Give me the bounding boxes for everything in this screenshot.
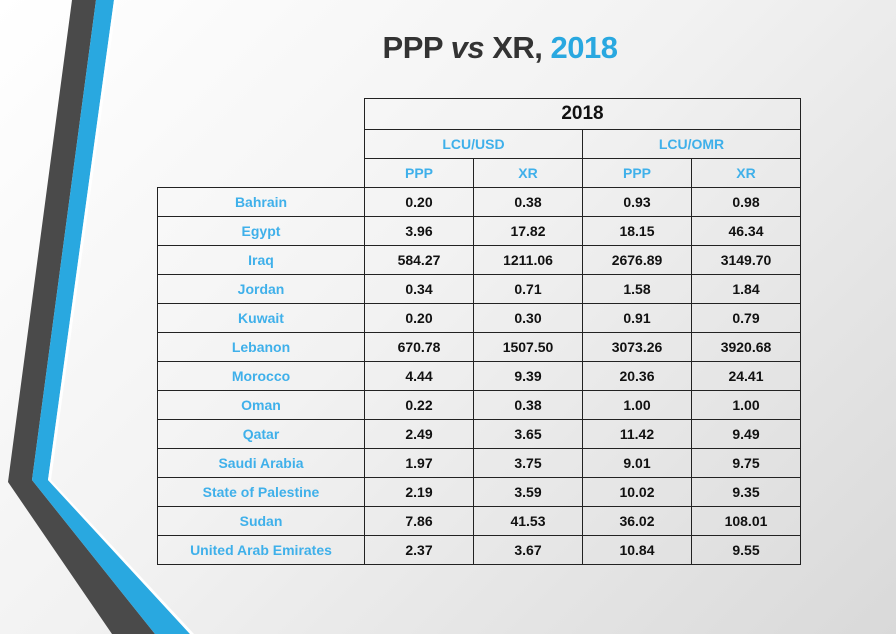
value-cell: 10.84 — [582, 535, 692, 565]
empty-corner — [158, 130, 365, 159]
value-cell: 11.42 — [582, 419, 692, 449]
table-row: Qatar 2.49 3.65 11.42 9.49 — [157, 419, 801, 449]
country-cell: State of Palestine — [157, 477, 365, 507]
value-cell: 1507.50 — [473, 332, 583, 362]
value-cell: 1.00 — [582, 390, 692, 420]
value-cell: 3.96 — [364, 216, 474, 246]
value-cell: 3.67 — [473, 535, 583, 565]
value-cell: 0.20 — [364, 187, 474, 217]
value-cell: 2676.89 — [582, 245, 692, 275]
table-row: Saudi Arabia 1.97 3.75 9.01 9.75 — [157, 448, 801, 478]
value-cell: 3073.26 — [582, 332, 692, 362]
value-cell: 3.75 — [473, 448, 583, 478]
country-cell: Jordan — [157, 274, 365, 304]
value-cell: 24.41 — [691, 361, 801, 391]
country-cell: Sudan — [157, 506, 365, 536]
table-row: Morocco 4.44 9.39 20.36 24.41 — [157, 361, 801, 391]
blue-stripe — [32, 0, 190, 634]
value-cell: 0.20 — [364, 303, 474, 333]
value-cell: 9.49 — [691, 419, 801, 449]
value-cell: 1.00 — [691, 390, 801, 420]
value-cell: 46.34 — [691, 216, 801, 246]
title-year: 2018 — [550, 30, 618, 65]
value-cell: 584.27 — [364, 245, 474, 275]
group-header-lcu-usd: LCU/USD — [364, 129, 583, 159]
country-cell: Saudi Arabia — [157, 448, 365, 478]
value-cell: 4.44 — [364, 361, 474, 391]
country-cell: Bahrain — [157, 187, 365, 217]
value-cell: 9.01 — [582, 448, 692, 478]
value-cell: 2.49 — [364, 419, 474, 449]
value-cell: 2.19 — [364, 477, 474, 507]
value-cell: 1211.06 — [473, 245, 583, 275]
value-cell: 3149.70 — [691, 245, 801, 275]
value-cell: 20.36 — [582, 361, 692, 391]
title-xr: XR, — [484, 30, 551, 65]
value-cell: 3.59 — [473, 477, 583, 507]
value-cell: 9.75 — [691, 448, 801, 478]
group-header-lcu-omr: LCU/OMR — [582, 129, 801, 159]
country-cell: Egypt — [157, 216, 365, 246]
table-row: State of Palestine 2.19 3.59 10.02 9.35 — [157, 477, 801, 507]
value-cell: 10.02 — [582, 477, 692, 507]
value-cell: 0.34 — [364, 274, 474, 304]
table-row: Oman 0.22 0.38 1.00 1.00 — [157, 390, 801, 420]
value-cell: 0.93 — [582, 187, 692, 217]
country-cell: Lebanon — [157, 332, 365, 362]
value-cell: 0.38 — [473, 390, 583, 420]
value-cell: 0.98 — [691, 187, 801, 217]
subheader-usd-xr: XR — [473, 158, 583, 188]
value-cell: 1.97 — [364, 448, 474, 478]
subheader-usd-ppp: PPP — [364, 158, 474, 188]
table-row: United Arab Emirates 2.37 3.67 10.84 9.55 — [157, 535, 801, 565]
value-cell: 3.65 — [473, 419, 583, 449]
value-cell: 0.91 — [582, 303, 692, 333]
title-ppp: PPP — [382, 30, 451, 65]
slide-title: PPP vs XR, 2018 — [330, 30, 670, 66]
value-cell: 3920.68 — [691, 332, 801, 362]
country-cell: Qatar — [157, 419, 365, 449]
value-cell: 18.15 — [582, 216, 692, 246]
table-row: Bahrain 0.20 0.38 0.93 0.98 — [157, 187, 801, 217]
value-cell: 2.37 — [364, 535, 474, 565]
table-row: Egypt 3.96 17.82 18.15 46.34 — [157, 216, 801, 246]
country-cell: Morocco — [157, 361, 365, 391]
empty-corner — [158, 159, 365, 188]
table-row: Sudan 7.86 41.53 36.02 108.01 — [157, 506, 801, 536]
value-cell: 0.38 — [473, 187, 583, 217]
value-cell: 108.01 — [691, 506, 801, 536]
value-cell: 7.86 — [364, 506, 474, 536]
value-cell: 17.82 — [473, 216, 583, 246]
value-cell: 1.84 — [691, 274, 801, 304]
value-cell: 9.35 — [691, 477, 801, 507]
subheader-omr-ppp: PPP — [582, 158, 692, 188]
value-cell: 41.53 — [473, 506, 583, 536]
table-row: Jordan 0.34 0.71 1.58 1.84 — [157, 274, 801, 304]
table-row: Lebanon 670.78 1507.50 3073.26 3920.68 — [157, 332, 801, 362]
country-cell: Kuwait — [157, 303, 365, 333]
value-cell: 9.55 — [691, 535, 801, 565]
value-cell: 0.71 — [473, 274, 583, 304]
country-cell: Oman — [157, 390, 365, 420]
country-cell: Iraq — [157, 245, 365, 275]
value-cell: 0.30 — [473, 303, 583, 333]
subheader-omr-xr: XR — [691, 158, 801, 188]
table-row: Kuwait 0.20 0.30 0.91 0.79 — [157, 303, 801, 333]
dark-stripe — [8, 0, 155, 634]
year-header: 2018 — [364, 98, 801, 130]
empty-corner — [158, 99, 365, 130]
ppp-xr-table: 2018 LCU/USD LCU/OMR PPP XR PPP XR Bahra… — [157, 98, 801, 565]
value-cell: 36.02 — [582, 506, 692, 536]
table-row: Iraq 584.27 1211.06 2676.89 3149.70 — [157, 245, 801, 275]
title-vs: vs — [450, 30, 485, 65]
value-cell: 670.78 — [364, 332, 474, 362]
value-cell: 0.79 — [691, 303, 801, 333]
value-cell: 9.39 — [473, 361, 583, 391]
value-cell: 1.58 — [582, 274, 692, 304]
country-cell: United Arab Emirates — [157, 535, 365, 565]
value-cell: 0.22 — [364, 390, 474, 420]
